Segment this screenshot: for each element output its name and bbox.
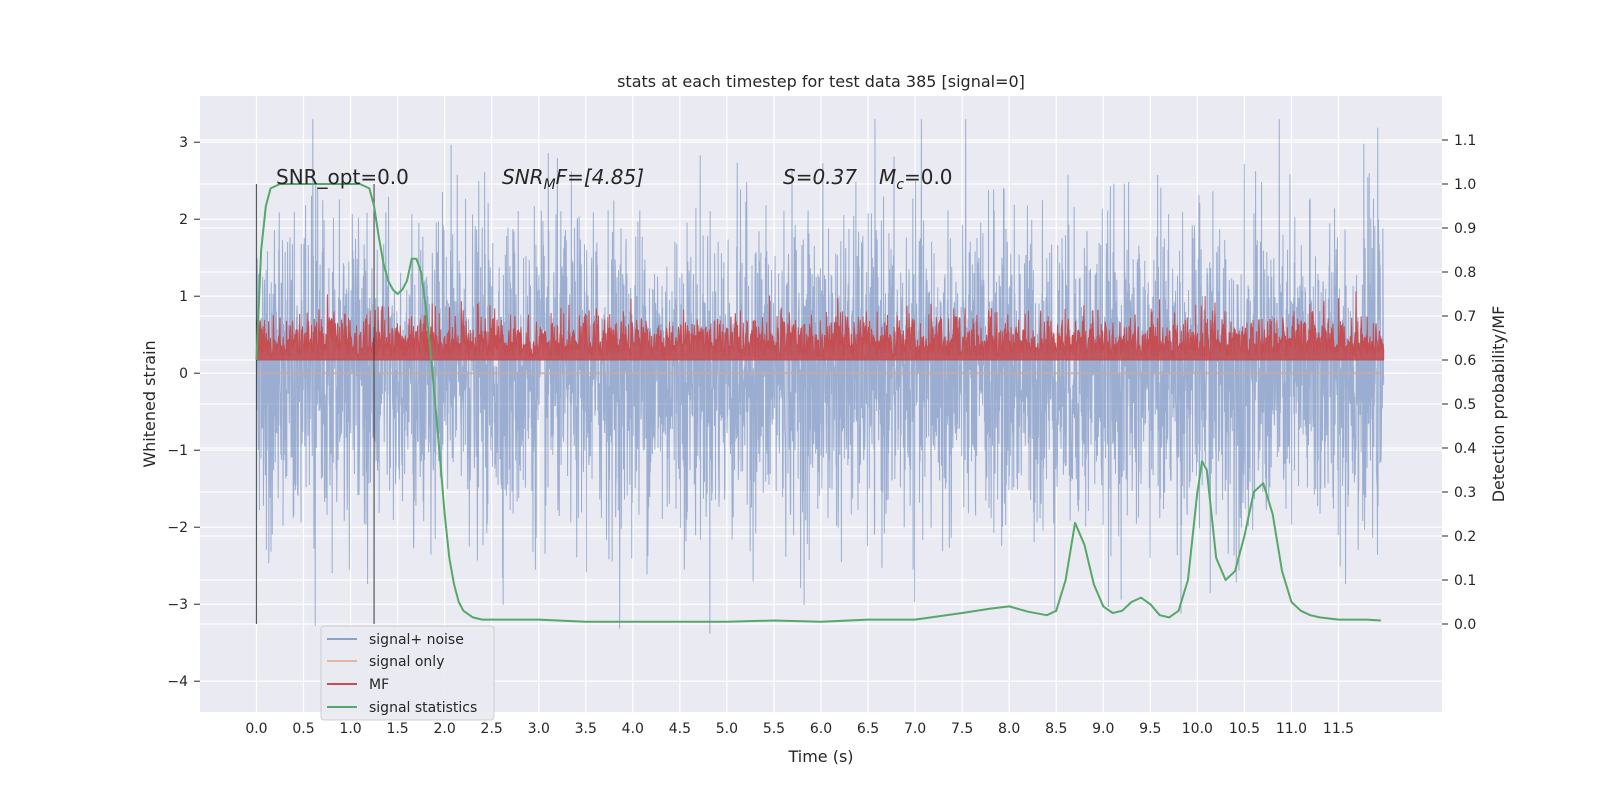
y-tick-label: −3: [167, 597, 188, 613]
series-signal-noise: [255, 119, 1385, 634]
series-signal-statistics: [255, 183, 1381, 623]
annotation-mc-sub: c: [896, 177, 904, 193]
y-tick-label-right: 1.0: [1454, 177, 1476, 193]
x-tick-label: 0.5: [292, 721, 314, 737]
series-line-signal-statistics: [255, 183, 1381, 623]
x-tick-label: 10.5: [1229, 721, 1260, 737]
x-tick-label: 11.5: [1323, 721, 1354, 737]
x-tick-label: 9.0: [1092, 721, 1114, 737]
legend-box: [320, 625, 495, 721]
y-tick-label-right: 0.8: [1454, 265, 1476, 281]
y-tick-label: 1: [179, 289, 188, 305]
y-tick-label-right: 0.7: [1454, 309, 1476, 325]
x-tick-label: 1.0: [339, 721, 361, 737]
x-tick-label: 8.0: [998, 721, 1020, 737]
x-tick-label: 9.5: [1139, 721, 1161, 737]
y-tick-label-right: 0.5: [1454, 397, 1476, 413]
x-tick-label: 2.0: [434, 721, 456, 737]
x-tick-label: 5.5: [763, 721, 785, 737]
annotation-mc-main: M: [879, 165, 896, 189]
y-tick-label: 2: [179, 212, 188, 228]
x-tick-label: 3.5: [575, 721, 597, 737]
annotation-snr-mf-main: SNR: [502, 165, 544, 189]
y-ticks-left: 3 2 1 0 −1 −2 −3 −4: [167, 135, 200, 690]
y-tick-label: −4: [167, 674, 188, 690]
x-tick-label: 2.5: [481, 721, 503, 737]
annotation-snr-mf-value: F=[4.85]: [556, 165, 644, 189]
x-tick-label: 4.0: [622, 721, 644, 737]
x-tick-label: 1.5: [386, 721, 408, 737]
y-ticks-right: 1.1 1.0 0.9 0.8 0.7 0.6 0.5 0.4 0.3 0.2 0.1 0.0: [1442, 133, 1476, 633]
x-axis-label: Time (s): [787, 747, 853, 766]
legend-label-signal-only: signal only: [369, 654, 444, 670]
x-tick-label: 5.0: [716, 721, 738, 737]
x-tick-label: 8.5: [1045, 721, 1067, 737]
x-tick-label: 0.0: [245, 721, 267, 737]
annotation-mc-value: =0.0: [904, 165, 953, 189]
x-tick-label: 11.0: [1276, 721, 1307, 737]
y-tick-label-right: 0.6: [1454, 353, 1476, 369]
annotation-snr-mf-sub: M: [544, 177, 556, 193]
series-mf: [255, 291, 1385, 361]
annotation-snr-opt: SNR_opt=0.0: [276, 165, 409, 189]
vertical-markers: [255, 184, 375, 624]
y-tick-label-right: 0.9: [1454, 221, 1476, 237]
annotation-snr-mf: SNRMF=[4.85]: [502, 165, 644, 193]
y-tick-label: 0: [179, 366, 188, 382]
y-tick-label: −1: [167, 443, 188, 459]
legend: signal+ noise signal only MF signal stat…: [320, 625, 495, 721]
legend-label-signal-statistics: signal statistics: [369, 700, 477, 716]
y-tick-label-right: 1.1: [1454, 133, 1476, 149]
y-axis-label: Whitened strain: [140, 340, 159, 467]
x-tick-label: 6.0: [810, 721, 832, 737]
legend-label-mf: MF: [369, 677, 389, 693]
series-line-signal-noise: [255, 119, 1385, 634]
x-tick-label: 4.5: [669, 721, 691, 737]
y-tick-label: 3: [179, 135, 188, 151]
y-tick-label-right: 0.0: [1454, 617, 1476, 633]
y-tick-label-right: 0.1: [1454, 573, 1476, 589]
x-tick-label: 7.0: [904, 721, 926, 737]
annotation-mc: Mc=0.0: [879, 165, 953, 193]
y-tick-label-right: 0.4: [1454, 441, 1476, 457]
legend-label-signal-noise: signal+ noise: [369, 632, 464, 648]
chart-title: stats at each timestep for test data 385…: [617, 72, 1025, 91]
y-axis-label-right: Detection probability/MF: [1489, 306, 1508, 503]
series-line-mf: [255, 291, 1385, 361]
x-tick-label: 10.0: [1182, 721, 1213, 737]
x-ticks: 0.0 0.5 1.0 1.5 2.0 2.5 3.0 3.5 4.0 4.5 5.0 5.5 6.0 6…: [245, 721, 1354, 737]
y-tick-label-right: 0.3: [1454, 485, 1476, 501]
annotation-s-stat: S=0.37: [783, 165, 857, 189]
y-tick-label: −2: [167, 520, 188, 536]
x-tick-label: 3.0: [528, 721, 550, 737]
y-tick-label-right: 0.2: [1454, 529, 1476, 545]
x-tick-label: 7.5: [951, 721, 973, 737]
x-tick-label: 6.5: [857, 721, 879, 737]
